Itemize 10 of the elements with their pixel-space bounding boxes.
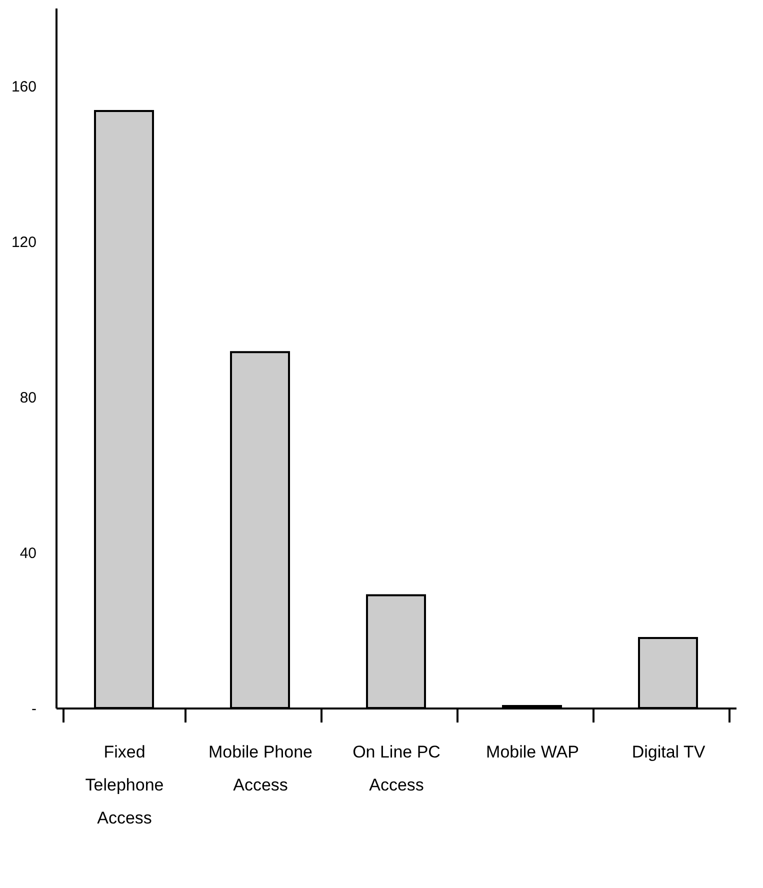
y-tick-label: 40 — [20, 544, 36, 562]
y-tick-label: 80 — [20, 389, 36, 406]
y-tick-label: 160 — [11, 78, 36, 96]
x-tick-label: Mobile WAP — [486, 742, 579, 762]
x-tick-label: Digital TV — [632, 742, 706, 762]
y-tick-label: 120 — [11, 234, 36, 251]
x-tick-label: On Line PC Access — [352, 742, 440, 794]
y-tick-label: - — [32, 700, 36, 718]
x-tick-label: Fixed Telephone Access — [85, 742, 164, 828]
x-tick-label: Mobile Phone Access — [208, 742, 312, 794]
